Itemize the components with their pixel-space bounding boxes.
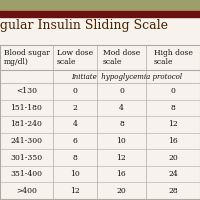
Text: 301-350: 301-350	[10, 154, 43, 162]
Text: 12: 12	[168, 120, 178, 128]
Text: 16: 16	[168, 137, 178, 145]
Text: 24: 24	[168, 170, 178, 178]
Text: 151-180: 151-180	[11, 104, 42, 112]
Text: Mod dose
scale: Mod dose scale	[103, 49, 140, 66]
Text: 0: 0	[73, 87, 77, 95]
Text: >400: >400	[16, 187, 37, 195]
Text: High dose
scale: High dose scale	[154, 49, 192, 66]
Text: Low dose
scale: Low dose scale	[57, 49, 93, 66]
Bar	[0, 0, 200, 11]
Text: 8: 8	[73, 154, 77, 162]
Text: 10: 10	[117, 137, 126, 145]
Text: 4: 4	[119, 104, 124, 112]
Text: 16: 16	[117, 170, 126, 178]
Text: Regular Insulin Sliding Scale: Regular Insulin Sliding Scale	[0, 19, 168, 32]
Text: 12: 12	[70, 187, 80, 195]
Text: 10: 10	[70, 170, 80, 178]
Text: <130: <130	[16, 87, 37, 95]
Text: Initiate  hypoglycemia protocol: Initiate hypoglycemia protocol	[71, 73, 182, 81]
Text: 8: 8	[171, 104, 175, 112]
Text: 8: 8	[119, 120, 124, 128]
Text: 351-400: 351-400	[10, 170, 42, 178]
Text: 12: 12	[117, 154, 126, 162]
Text: Blood sugar
mg/dl): Blood sugar mg/dl)	[4, 49, 49, 66]
Text: 181-240: 181-240	[11, 120, 42, 128]
Text: 20: 20	[168, 154, 178, 162]
Text: 0: 0	[119, 87, 124, 95]
Text: 4: 4	[73, 120, 77, 128]
Text: 6: 6	[73, 137, 77, 145]
Text: 2: 2	[73, 104, 77, 112]
Text: 0: 0	[171, 87, 175, 95]
Text: 28: 28	[168, 187, 178, 195]
Bar	[0, 11, 200, 17]
Text: 20: 20	[117, 187, 126, 195]
Text: 241-300: 241-300	[10, 137, 42, 145]
